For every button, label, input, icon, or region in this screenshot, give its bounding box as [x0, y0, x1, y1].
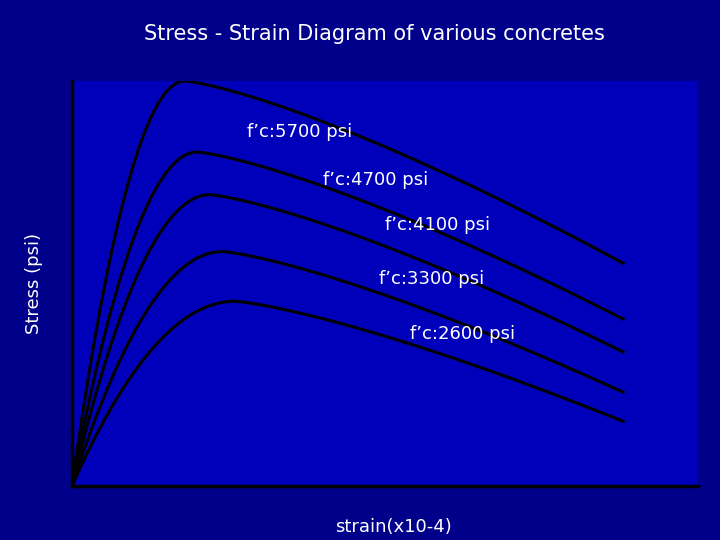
Text: f’c:4100 psi: f’c:4100 psi — [385, 216, 490, 234]
Text: f’c:2600 psi: f’c:2600 psi — [410, 325, 516, 343]
Text: f’c:5700 psi: f’c:5700 psi — [248, 123, 353, 140]
Text: strain(x10-4): strain(x10-4) — [335, 518, 452, 536]
Text: f’c:3300 psi: f’c:3300 psi — [379, 271, 484, 288]
Text: f’c:4700 psi: f’c:4700 psi — [323, 171, 428, 189]
Text: Stress (psi): Stress (psi) — [25, 233, 43, 334]
Text: Stress - Strain Diagram of various concretes: Stress - Strain Diagram of various concr… — [144, 24, 605, 44]
